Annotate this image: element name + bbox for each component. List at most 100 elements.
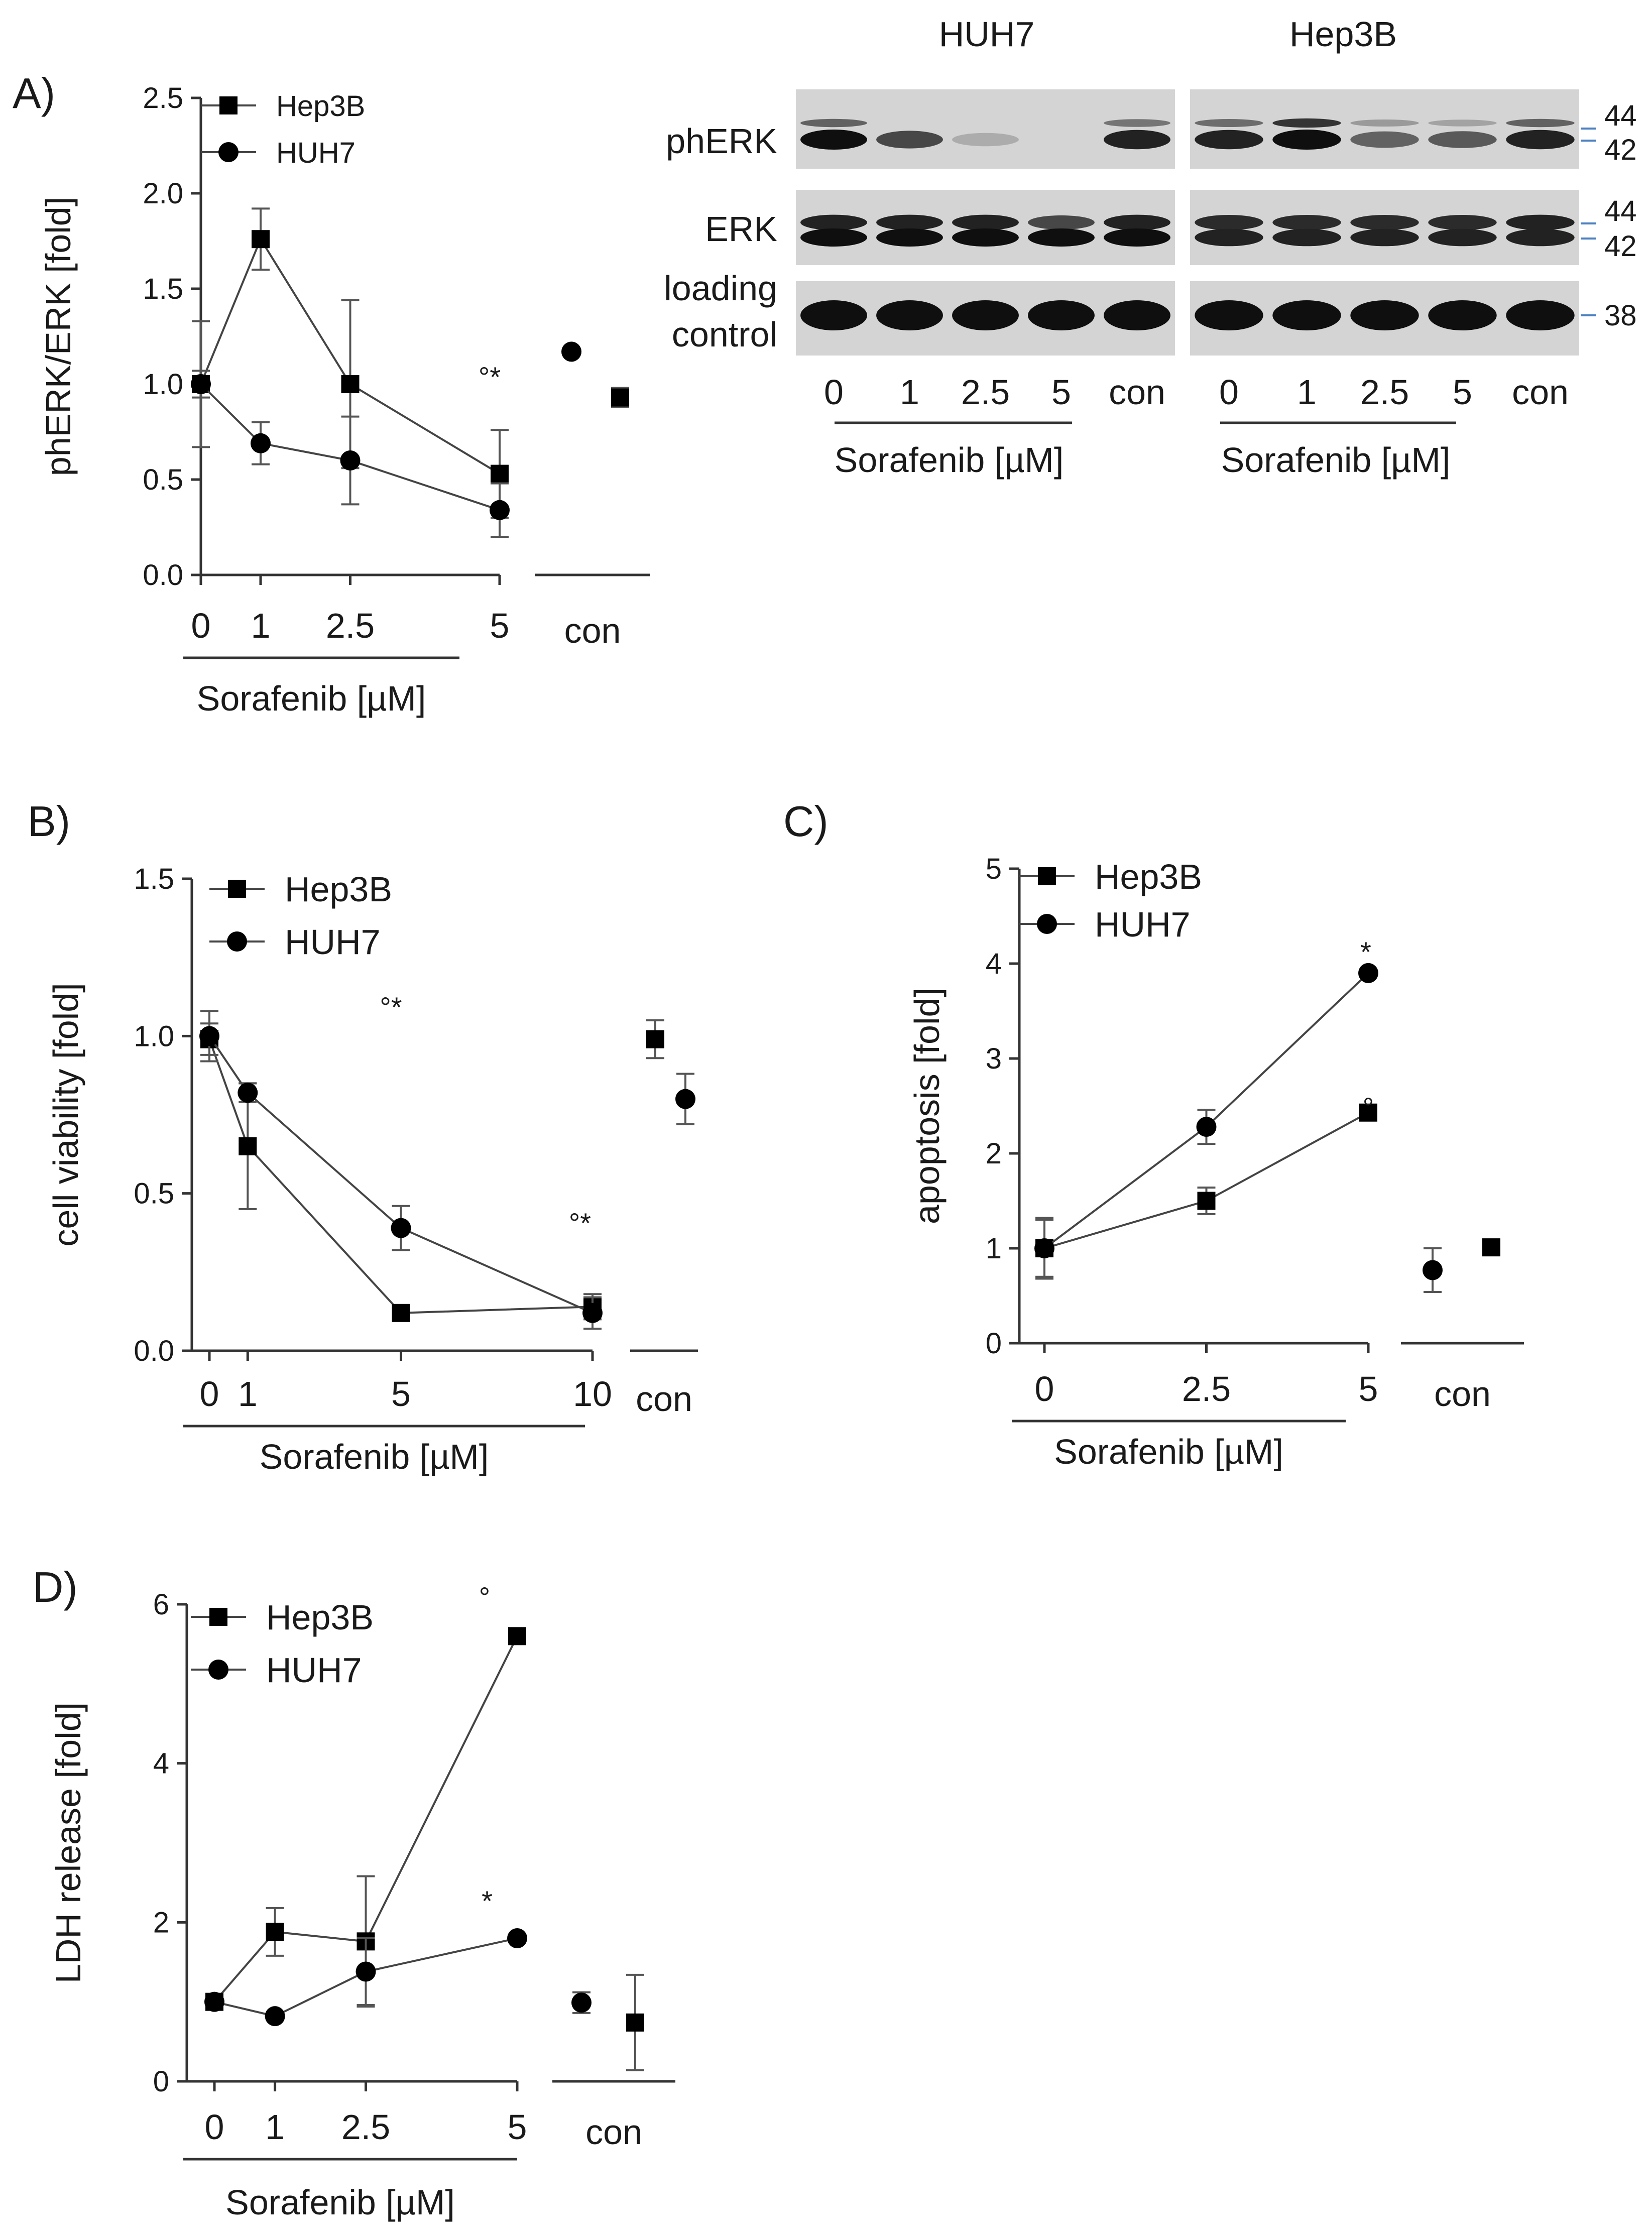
blot-band [876,131,943,149]
y-tick-label: 0.5 [143,463,183,496]
mw-label-44a: 44 [1604,99,1637,132]
blot-band [1104,228,1170,247]
y-tick-label: 2 [153,1906,169,1939]
marker-square [219,96,238,114]
mw-label-42a: 42 [1604,134,1637,166]
blot-band [1028,215,1095,230]
y-tick-label: 1.5 [143,273,183,305]
x-axis-label: Sorafenib [µM] [197,679,426,718]
blot-band [1195,300,1263,330]
marker-circle [490,500,510,520]
blot-band [952,300,1019,330]
chart-c: 0 1 2 3 4 5 0 2.5 5 con Sorafenib [µM] apoptosis [f… [907,853,1524,1471]
blot-band [1350,214,1419,230]
legend-label-huh7: HUH7 [276,137,356,169]
marker-circle [191,374,211,394]
legend-label-hep3b: Hep3B [285,870,392,909]
y-tick-label: 1.5 [134,863,174,895]
blot-band [1272,228,1341,247]
panel-label-b: B) [28,798,70,846]
series-line-huh7 [208,1035,593,1314]
significance-marker: °* [380,991,402,1023]
marker-square [392,1304,410,1322]
marker-square [252,230,270,249]
x-axis-label: Sorafenib [µM] [1054,1432,1283,1471]
blot-lane-label: 0 [1219,373,1239,412]
marker-circle [675,1089,695,1109]
marker-square [611,388,629,407]
marker-circle [208,1660,228,1680]
y-axis-label: phERK/ERK [fold] [39,197,78,476]
blot-band [1028,228,1095,247]
x-tick-label: 1 [251,606,271,645]
x-tick-label: 2.5 [1182,1369,1231,1408]
marker-square [1038,867,1056,885]
y-tick-label: 2.5 [143,82,183,114]
y-tick-label: 0.5 [134,1178,174,1210]
legend-label-hep3b: Hep3B [266,1598,374,1637]
blot-band [1428,131,1497,148]
chart-d: 0 2 4 6 0 1 2.5 5 con Sorafenib [µM] LDH release [… [49,1581,675,2222]
blot-band [876,214,943,230]
marker-circle [1196,1117,1217,1137]
y-tick-label: 0 [986,1327,1002,1360]
blot-band [1272,118,1341,128]
blot-band [1104,300,1170,330]
x-tick-label: 10 [573,1374,612,1414]
x-tick-label: 5 [1359,1369,1378,1408]
x-axis-label: Sorafenib [µM] [260,1437,489,1476]
marker-circle [340,450,361,470]
blot-lane-label: con [1109,373,1165,412]
marker-circle [571,1992,592,2013]
row-label-loading-1: loading [664,269,777,308]
marker-circle [356,1961,376,1982]
legend-label-huh7: HUH7 [285,922,381,962]
control-label: con [564,611,621,650]
marker-square [1197,1192,1216,1210]
marker-circle [1037,914,1057,934]
marker-circle [582,1303,603,1323]
y-tick-label: 0.0 [143,559,183,592]
blot-band [1104,130,1170,150]
marker-square [508,1627,526,1645]
series-line-huh7 [200,383,500,511]
control-label: con [1434,1374,1491,1414]
blot-band [1428,300,1497,330]
blot-band [1272,130,1341,150]
blot-panel [1190,89,1579,169]
x-tick-label: 5 [508,2107,527,2147]
blot-band [952,228,1019,247]
x-tick-label: 0 [200,1374,219,1414]
mw-label-38: 38 [1604,299,1637,332]
panel-label-d: D) [33,1564,78,1611]
x-tick-label: 2.5 [341,2107,390,2147]
marker-circle [561,341,581,362]
blot-band [1506,228,1575,247]
blot-band [1428,120,1497,127]
blot-band [876,228,943,247]
blot-band [1506,130,1575,150]
y-tick-label: 2 [986,1137,1002,1170]
y-tick-label: 3 [986,1042,1002,1075]
control-label: con [636,1379,692,1419]
significance-marker: * [1360,936,1371,968]
marker-circle [251,433,271,453]
legend-label-hep3b: Hep3B [1095,857,1202,896]
y-tick-label: 1.0 [143,368,183,401]
marker-square [1359,1103,1377,1122]
y-axis-label: apoptosis [fold] [907,988,947,1224]
blot-title-hep3b: Hep3B [1289,15,1397,54]
blot-band [800,214,867,230]
marker-square [626,2013,644,2032]
mw-label-44b: 44 [1604,195,1637,227]
series-line-huh7 [214,1937,518,2018]
blot-band [800,300,867,330]
blot-band [1104,119,1170,127]
y-axis-label: LDH release [fold] [49,1702,88,1983]
significance-marker: ° [479,1581,490,1613]
marker-circle [238,1083,258,1103]
marker-square [266,1923,284,1941]
blot-panel [796,89,1175,169]
blot-xlabel-huh7: Sorafenib [µM] [835,440,1064,480]
